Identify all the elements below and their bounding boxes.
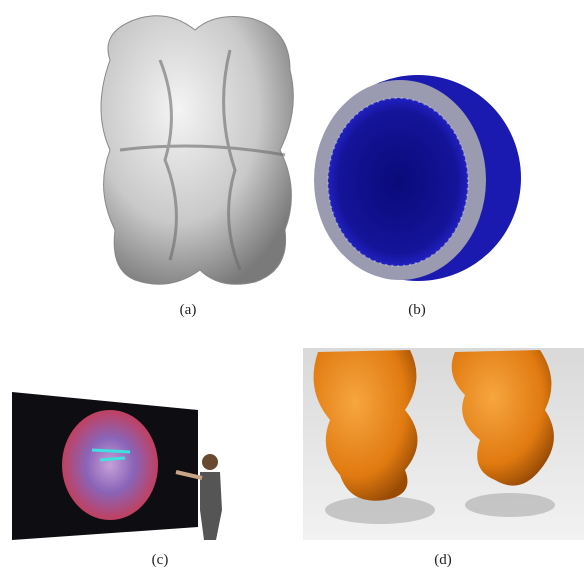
panel-caption: (c) [151,552,169,568]
panel-caption: (a) [179,302,197,318]
panel-caption: (b) [408,302,426,318]
panel-caption: (d) [434,552,452,568]
panel-c-image [12,392,222,540]
panel-b-image [314,75,521,281]
panel-a-image [100,15,294,285]
panel-d-image [303,348,584,540]
